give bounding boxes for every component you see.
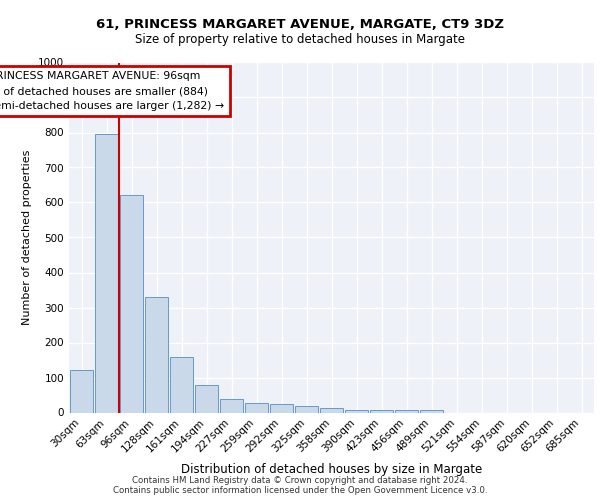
- Bar: [320, 408, 343, 412]
- Y-axis label: Number of detached properties: Number of detached properties: [22, 150, 32, 325]
- Bar: [419, 410, 443, 412]
- Text: Contains public sector information licensed under the Open Government Licence v3: Contains public sector information licen…: [113, 486, 487, 495]
- Text: Size of property relative to detached houses in Margate: Size of property relative to detached ho…: [135, 32, 465, 46]
- Bar: [245, 402, 268, 412]
- Bar: [194, 385, 218, 412]
- X-axis label: Distribution of detached houses by size in Margate: Distribution of detached houses by size …: [181, 462, 482, 475]
- Bar: [295, 406, 319, 412]
- Text: 61, PRINCESS MARGARET AVENUE, MARGATE, CT9 3DZ: 61, PRINCESS MARGARET AVENUE, MARGATE, C…: [96, 18, 504, 30]
- Text: Contains HM Land Registry data © Crown copyright and database right 2024.: Contains HM Land Registry data © Crown c…: [132, 476, 468, 485]
- Bar: [70, 370, 94, 412]
- Bar: [145, 297, 169, 412]
- Bar: [170, 356, 193, 412]
- Bar: [344, 410, 368, 412]
- Bar: [220, 398, 244, 412]
- Bar: [395, 410, 418, 412]
- Text: 61 PRINCESS MARGARET AVENUE: 96sqm
← 40% of detached houses are smaller (884)
58: 61 PRINCESS MARGARET AVENUE: 96sqm ← 40%…: [0, 71, 224, 111]
- Bar: [119, 196, 143, 412]
- Bar: [95, 134, 118, 412]
- Bar: [370, 410, 394, 412]
- Bar: [269, 404, 293, 412]
